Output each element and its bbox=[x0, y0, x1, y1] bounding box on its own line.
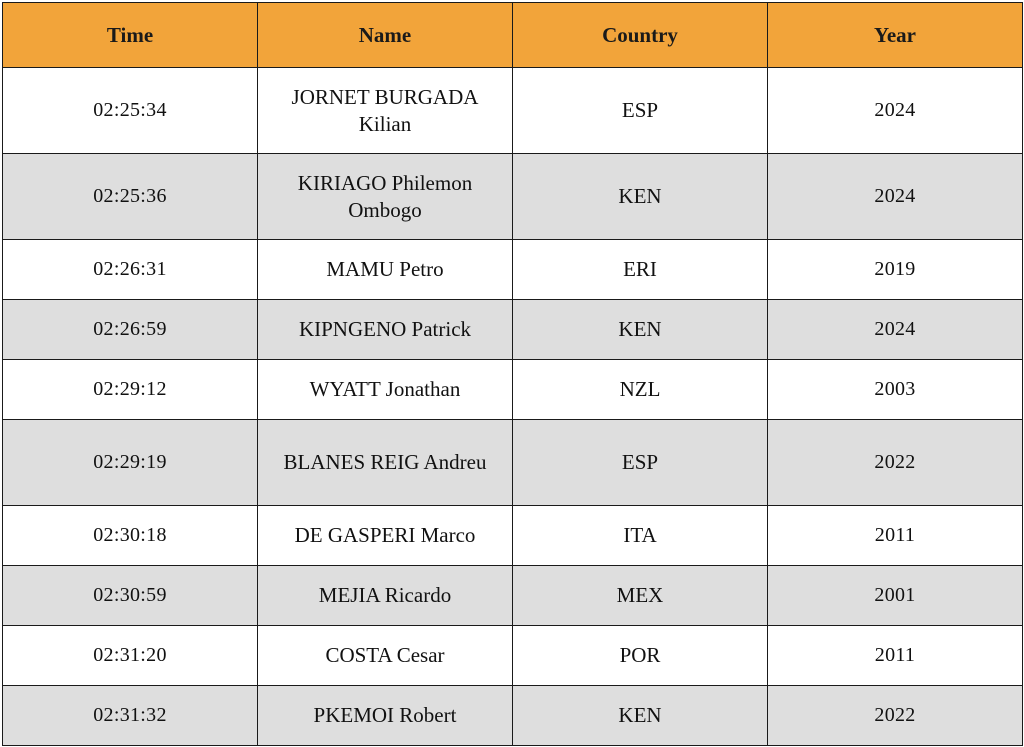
country-cell: KEN bbox=[512, 685, 768, 746]
year-cell: 2011 bbox=[767, 505, 1023, 566]
time-cell: 02:25:34 bbox=[2, 67, 258, 154]
year-cell: 2022 bbox=[767, 685, 1023, 746]
table-row: 02:26:31 MAMU Petro ERI 2019 bbox=[2, 239, 1023, 300]
country-cell: ERI bbox=[512, 239, 768, 300]
country-cell: MEX bbox=[512, 565, 768, 626]
year-cell: 2024 bbox=[767, 153, 1023, 240]
time-cell: 02:29:19 bbox=[2, 419, 258, 506]
country-cell: ESP bbox=[512, 67, 768, 154]
time-cell: 02:25:36 bbox=[2, 153, 258, 240]
table-row: 02:30:18 DE GASPERI Marco ITA 2011 bbox=[2, 505, 1023, 566]
table-row: 02:29:19 BLANES REIG Andreu ESP 2022 bbox=[2, 419, 1023, 506]
year-cell: 2011 bbox=[767, 625, 1023, 686]
column-header-name: Name bbox=[257, 2, 513, 68]
name-cell: MEJIA Ricardo bbox=[257, 565, 513, 626]
name-cell: PKEMOI Robert bbox=[257, 685, 513, 746]
country-cell: POR bbox=[512, 625, 768, 686]
column-header-year: Year bbox=[767, 2, 1023, 68]
column-header-country: Country bbox=[512, 2, 768, 68]
time-cell: 02:30:59 bbox=[2, 565, 258, 626]
year-cell: 2024 bbox=[767, 299, 1023, 360]
country-cell: KEN bbox=[512, 153, 768, 240]
time-cell: 02:29:12 bbox=[2, 359, 258, 420]
time-cell: 02:26:59 bbox=[2, 299, 258, 360]
table-row: 02:25:36 KIRIAGO Philemon Ombogo KEN 202… bbox=[2, 153, 1023, 240]
name-cell: DE GASPERI Marco bbox=[257, 505, 513, 566]
country-cell: ESP bbox=[512, 419, 768, 506]
name-cell: COSTA Cesar bbox=[257, 625, 513, 686]
year-cell: 2022 bbox=[767, 419, 1023, 506]
year-cell: 2003 bbox=[767, 359, 1023, 420]
column-header-time: Time bbox=[2, 2, 258, 68]
table-row: 02:31:20 COSTA Cesar POR 2011 bbox=[2, 625, 1023, 686]
name-cell: KIRIAGO Philemon Ombogo bbox=[257, 153, 513, 240]
year-cell: 2019 bbox=[767, 239, 1023, 300]
country-cell: ITA bbox=[512, 505, 768, 566]
table-row: 02:31:32 PKEMOI Robert KEN 2022 bbox=[2, 685, 1023, 746]
country-cell: NZL bbox=[512, 359, 768, 420]
table-row: 02:26:59 KIPNGENO Patrick KEN 2024 bbox=[2, 299, 1023, 360]
year-cell: 2024 bbox=[767, 67, 1023, 154]
header-row: Time Name Country Year bbox=[2, 2, 1023, 68]
time-cell: 02:30:18 bbox=[2, 505, 258, 566]
name-cell: KIPNGENO Patrick bbox=[257, 299, 513, 360]
name-cell: JORNET BURGADA Kilian bbox=[257, 67, 513, 154]
country-cell: KEN bbox=[512, 299, 768, 360]
time-cell: 02:31:20 bbox=[2, 625, 258, 686]
name-cell: BLANES REIG Andreu bbox=[257, 419, 513, 506]
time-cell: 02:31:32 bbox=[2, 685, 258, 746]
table-row: 02:25:34 JORNET BURGADA Kilian ESP 2024 bbox=[2, 67, 1023, 154]
name-cell: MAMU Petro bbox=[257, 239, 513, 300]
table-row: 02:30:59 MEJIA Ricardo MEX 2001 bbox=[2, 565, 1023, 626]
table-row: 02:29:12 WYATT Jonathan NZL 2003 bbox=[2, 359, 1023, 420]
time-cell: 02:26:31 bbox=[2, 239, 258, 300]
year-cell: 2001 bbox=[767, 565, 1023, 626]
name-cell: WYATT Jonathan bbox=[257, 359, 513, 420]
